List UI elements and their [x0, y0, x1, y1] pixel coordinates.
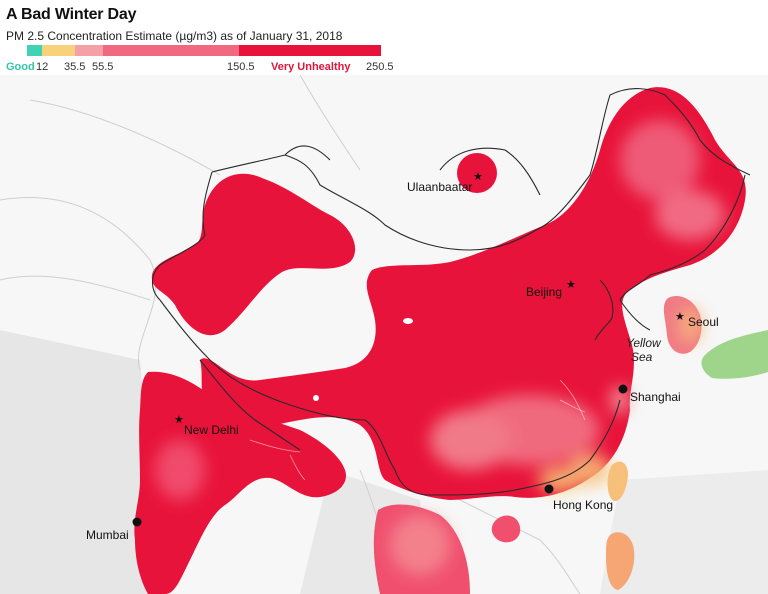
hainan-pollution	[491, 515, 521, 543]
sea-label-sea: Sea	[631, 350, 653, 364]
cities: ★ Ulaanbaatar ★ Beijing ★ Seoul Shanghai…	[86, 171, 719, 542]
page-title: A Bad Winter Day	[6, 6, 137, 23]
xinjiang-pollution	[151, 173, 356, 336]
country-borders	[151, 88, 751, 496]
page-subtitle: PM 2.5 Concentration Estimate (µg/m3) as…	[6, 29, 343, 43]
legend-color-bar	[27, 45, 381, 56]
philippines-pollution	[606, 532, 635, 590]
dot-icon	[132, 517, 142, 527]
internal-lines	[249, 379, 586, 481]
city-label-ulaanbaatar: Ulaanbaatar	[407, 180, 472, 194]
japan-pollution	[701, 330, 768, 379]
taiwan-pollution	[607, 461, 628, 501]
legend-tick-150-5: 150.5	[227, 61, 255, 73]
legend-tick-35-5: 35.5	[64, 61, 86, 73]
legend-swatch-good	[27, 45, 42, 56]
city-label-hong-kong: Hong Kong	[553, 498, 613, 512]
legend-swatch-unhealthy	[103, 45, 239, 56]
star-icon: ★	[566, 279, 576, 291]
pollution-layer	[134, 87, 768, 594]
city-label-mumbai: Mumbai	[86, 528, 129, 542]
india-pollution	[134, 371, 346, 594]
legend-tick-250-5: 250.5	[366, 61, 394, 73]
china-pollution	[200, 87, 746, 500]
city-label-beijing: Beijing	[526, 285, 562, 299]
legend-tick-55-5: 55.5	[92, 61, 114, 73]
legend-very-unhealthy-label: Very Unhealthy	[271, 61, 351, 73]
city-label-shanghai: Shanghai	[630, 390, 681, 404]
city-label-new-delhi: New Delhi	[184, 423, 239, 437]
legend-swatch-sensitive	[75, 45, 103, 56]
star-icon: ★	[473, 171, 483, 183]
dot-icon	[618, 384, 628, 394]
star-icon: ★	[675, 311, 685, 323]
legend-good-label: Good	[6, 61, 35, 73]
legend-swatch-very-unhealthy	[239, 45, 381, 56]
ulaanbaatar-pollution	[457, 153, 497, 193]
dot-icon	[544, 484, 554, 494]
star-icon: ★	[174, 414, 184, 426]
sea-label-yellow: Yellow	[626, 336, 662, 350]
legend-tick-12: 12	[36, 61, 49, 73]
legend-swatch-moderate	[42, 45, 75, 56]
city-label-seoul: Seoul	[688, 315, 719, 329]
